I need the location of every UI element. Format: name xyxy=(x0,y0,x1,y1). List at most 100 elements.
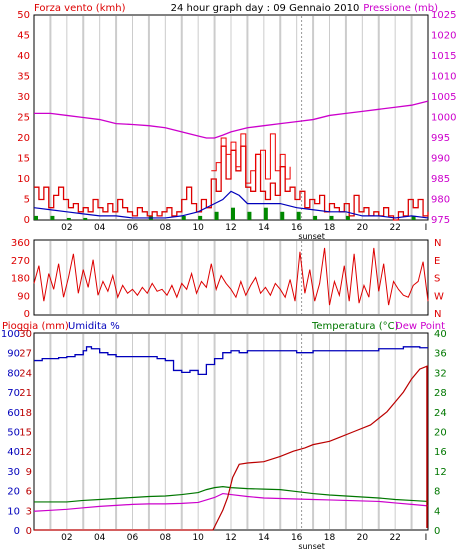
y-tick-right: 985 xyxy=(431,174,450,185)
y-tick-rain: 21 xyxy=(19,388,32,399)
y-tick-left: 50 xyxy=(17,10,30,21)
y-tick-temperature: 0 xyxy=(434,526,440,537)
y-tick-temperature: 28 xyxy=(434,388,447,399)
y-tick-left: 40 xyxy=(17,51,30,62)
pressure-axis-title: Pressione (mb) xyxy=(363,3,438,14)
y-tick-right: N xyxy=(434,238,441,249)
humidity-temperature-panel: 02 04 06 08 10 12 14 16 18 20 22 Isunset01020304050… xyxy=(1,329,447,551)
x-tick-label: 04 xyxy=(94,223,106,233)
calm-bar xyxy=(345,215,350,220)
y-tick-right: 1010 xyxy=(431,72,456,83)
x-tick-label: I xyxy=(425,223,428,233)
y-tick-right: 1025 xyxy=(431,10,456,21)
y-tick-right: 975 xyxy=(431,215,450,226)
y-tick-rain: 0 xyxy=(26,526,32,537)
rain-line xyxy=(34,365,429,531)
humidity-line xyxy=(34,346,428,376)
y-tick-left: 0 xyxy=(24,309,30,320)
x-tick-label: 14 xyxy=(258,533,270,543)
x-tick-label: 20 xyxy=(357,223,369,233)
chart-title: 24 hour graph day : 09 Gennaio 2010 xyxy=(171,3,360,14)
y-tick-right: 980 xyxy=(431,195,450,206)
y-tick-temperature: 8 xyxy=(434,487,440,498)
x-tick-label: 12 xyxy=(225,533,236,543)
y-tick-humidity: 0 xyxy=(14,526,20,537)
wind-gust-line xyxy=(211,133,291,184)
y-tick-left: 360 xyxy=(11,238,30,249)
y-tick-rain: 12 xyxy=(19,447,32,458)
wind-direction-line xyxy=(33,247,429,306)
calm-bar xyxy=(247,211,252,220)
y-tick-humidity: 70 xyxy=(7,388,20,399)
sunset-label: sunset xyxy=(298,232,325,241)
calm-bar xyxy=(411,215,416,220)
y-tick-right: 995 xyxy=(431,133,450,144)
calm-bar xyxy=(313,215,318,220)
x-tick-label: 12 xyxy=(225,223,236,233)
y-tick-temperature: 16 xyxy=(434,447,447,458)
y-tick-humidity: 80 xyxy=(7,368,20,379)
calm-bar xyxy=(296,211,301,220)
x-tick-label: 02 xyxy=(61,223,72,233)
y-tick-right: N xyxy=(434,309,441,320)
y-tick-humidity: 20 xyxy=(7,487,20,498)
wind-pressure-panel: 02 04 06 08 10 12 14 16 18 20 22 Isunset05101520253… xyxy=(17,10,456,241)
x-tick-label: 08 xyxy=(160,223,172,233)
x-tick-label: 22 xyxy=(389,223,400,233)
y-tick-rain: 18 xyxy=(19,408,32,419)
y-tick-left: 10 xyxy=(17,174,30,185)
x-tick-label: 14 xyxy=(258,223,270,233)
y-tick-left: 25 xyxy=(17,113,30,124)
y-tick-humidity: 100 xyxy=(1,329,20,340)
calm-bar xyxy=(198,215,203,220)
sunset-label: sunset xyxy=(298,542,325,551)
y-tick-left: 90 xyxy=(17,291,30,302)
y-tick-right: S xyxy=(434,274,440,285)
y-tick-left: 270 xyxy=(11,256,30,267)
x-tick-label: 02 xyxy=(61,533,72,543)
x-tick-label: 06 xyxy=(127,223,139,233)
y-tick-humidity: 50 xyxy=(7,428,20,439)
calm-bar xyxy=(263,207,268,220)
x-tick-label: 16 xyxy=(291,223,303,233)
y-tick-rain: 30 xyxy=(19,329,32,340)
y-tick-right: E xyxy=(434,256,440,267)
y-tick-left: 5 xyxy=(24,195,30,206)
y-tick-right: 1000 xyxy=(431,113,456,124)
y-tick-rain: 6 xyxy=(26,487,32,498)
x-tick-label: 04 xyxy=(94,533,106,543)
y-tick-right: 1015 xyxy=(431,51,456,62)
y-tick-rain: 24 xyxy=(19,368,32,379)
temperature-axis-title: Temperatura (°C) xyxy=(311,321,399,332)
y-tick-right: 990 xyxy=(431,154,450,165)
y-tick-temperature: 20 xyxy=(434,428,447,439)
y-tick-left: 30 xyxy=(17,92,30,103)
y-tick-humidity: 60 xyxy=(7,408,20,419)
x-tick-label: 10 xyxy=(192,223,204,233)
y-tick-temperature: 40 xyxy=(434,329,447,340)
y-tick-rain: 3 xyxy=(26,506,32,517)
y-tick-left: 15 xyxy=(17,154,30,165)
pressure-line xyxy=(34,100,429,139)
y-tick-right: W xyxy=(434,291,444,302)
y-tick-left: 35 xyxy=(17,72,30,83)
calm-bar xyxy=(83,217,88,220)
y-tick-humidity: 90 xyxy=(7,349,20,360)
calm-bar xyxy=(66,217,71,220)
y-tick-rain: 15 xyxy=(19,428,32,439)
y-tick-humidity: 40 xyxy=(7,447,20,458)
y-tick-rain: 27 xyxy=(19,349,32,360)
calm-bar xyxy=(280,211,285,220)
x-tick-label: 06 xyxy=(127,533,139,543)
humidity-axis-title: Umidita % xyxy=(68,321,120,332)
y-tick-humidity: 10 xyxy=(7,506,20,517)
x-tick-label: I xyxy=(425,533,428,543)
x-tick-label: 18 xyxy=(324,223,336,233)
y-tick-left: 180 xyxy=(11,274,30,285)
y-tick-temperature: 12 xyxy=(434,467,447,478)
y-tick-rain: 9 xyxy=(26,467,32,478)
wind-axis-title: Forza vento (kmh) xyxy=(34,3,126,14)
calm-bar xyxy=(231,207,235,220)
